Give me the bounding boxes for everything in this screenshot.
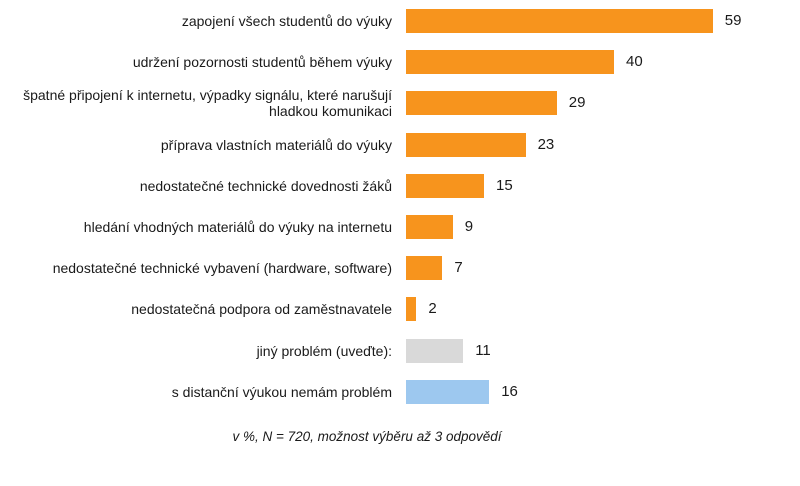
category-label: zapojení všech studentů do výuky	[181, 13, 392, 29]
value-label: 11	[475, 341, 491, 359]
value-label: 59	[724, 12, 742, 29]
value-label: 9	[464, 218, 474, 235]
category-label: hledání vhodných materiálů do výuky na i…	[83, 219, 392, 235]
bar	[406, 9, 713, 33]
bar	[406, 132, 526, 157]
category-label: nedostatečné technické vybavení (hardwar…	[52, 260, 392, 277]
bar	[406, 379, 490, 404]
bar	[406, 173, 484, 198]
value-label: 29	[568, 94, 586, 112]
chart-note: v %, N = 720, možnost výběru až 3 odpově…	[232, 429, 502, 444]
category-label: špatné připojení k internetu, výpadky si…	[23, 87, 392, 120]
bar	[406, 91, 557, 116]
bar	[406, 50, 614, 75]
bar	[406, 256, 443, 281]
value-label: 2	[428, 300, 437, 318]
value-label: 15	[496, 176, 513, 194]
category-label: nedostatečná podpora od zaměstnavatele	[131, 301, 392, 318]
category-label: s distanční výukou nemám problém	[171, 383, 392, 400]
category-label: příprava vlastních materiálů do výuky	[160, 136, 392, 153]
bar	[406, 297, 417, 322]
value-label: 16	[501, 382, 518, 400]
category-label: jiný problém (uveďte):	[256, 342, 392, 359]
bar	[406, 215, 453, 239]
bar	[406, 338, 464, 363]
category-label: udržení pozornosti studentů během výuky	[132, 54, 392, 71]
category-axis-line	[406, 0, 407, 420]
value-label: 40	[626, 53, 643, 71]
value-label: 23	[537, 135, 555, 153]
value-label: 7	[454, 259, 463, 277]
category-label: nedostatečné technické dovednosti žáků	[139, 177, 392, 194]
